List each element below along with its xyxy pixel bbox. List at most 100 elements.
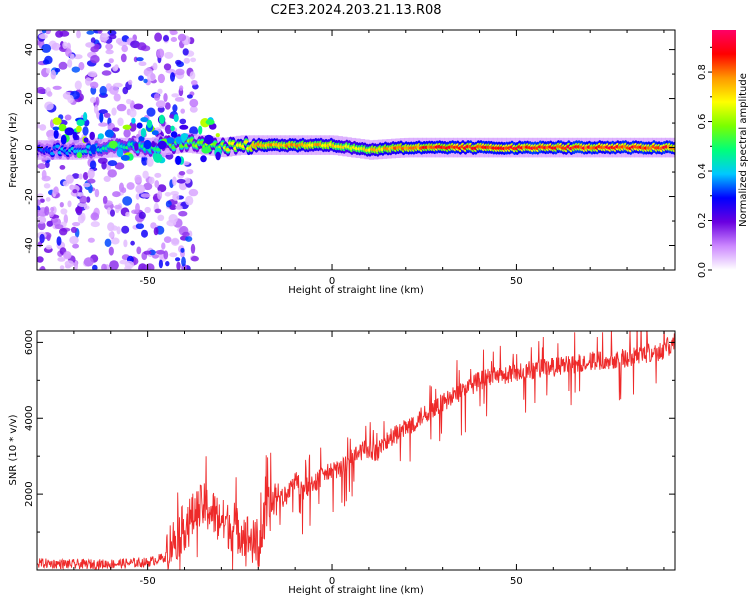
figure-title: C2E3.2024.203.21.13.R08 xyxy=(270,3,441,18)
spectrogram-scatter-cell xyxy=(59,165,66,170)
spectrogram-scatter-cell xyxy=(44,30,52,35)
spectrogram-marks xyxy=(37,30,675,270)
spectrogram-scatter-cell xyxy=(163,93,168,102)
spectrogram-scatter-cell xyxy=(179,118,187,125)
spectrogram-scatter-cell xyxy=(169,30,177,36)
spectrogram-scatter-cell xyxy=(41,43,52,53)
spectrogram-scatter-cell xyxy=(182,161,190,166)
spectrogram-scatter-cell xyxy=(69,236,79,245)
spectrogram-scatter-cell xyxy=(111,237,120,245)
spectrogram-scatter-cell xyxy=(38,33,48,40)
spectrogram-scatter-cell xyxy=(63,251,72,260)
spectrogram-scatter-cell xyxy=(165,261,170,267)
spectrogram-scatter-cell xyxy=(72,222,81,227)
spectrogram-scatter-cell xyxy=(128,79,133,85)
spectrogram-blob-cell xyxy=(175,155,182,165)
spectrogram-scatter-cell xyxy=(64,260,75,268)
spectrogram-scatter-cell xyxy=(60,208,68,215)
spectrogram-scatter-cell xyxy=(157,88,163,95)
spectrogram-scatter-cell xyxy=(176,261,181,270)
spectrogram-scatter-cell xyxy=(45,244,53,250)
spectrogram-scatter-cell xyxy=(175,68,185,76)
spectrogram-scatter-cell xyxy=(133,103,144,110)
snr-y-tick-label: 2000 xyxy=(24,481,35,506)
spectrogram-scatter-cell xyxy=(74,260,78,270)
spectrogram-scatter-cell xyxy=(112,191,121,198)
spectrogram-scatter-cell xyxy=(109,260,119,270)
spectrogram-scatter-cell xyxy=(97,30,103,34)
spectrogram-scatter-cell xyxy=(141,156,149,166)
spectrogram-x-label: Height of straight line (km) xyxy=(288,285,424,296)
spectrogram-scatter-cell xyxy=(169,114,175,119)
spectrogram-scatter-cell xyxy=(190,255,199,262)
spectrogram-scatter-cell xyxy=(67,95,74,104)
spectrogram-blob-cell xyxy=(150,142,156,148)
spectrogram-scatter-cell xyxy=(135,193,140,200)
snr-frame xyxy=(36,330,676,571)
spectrogram-scatter-cell xyxy=(85,42,95,48)
snr-ticks: -50 0 50 2000 4000 6000 xyxy=(24,330,675,587)
spectrogram-scatter-cell xyxy=(90,46,99,53)
spectrogram-scatter-cell xyxy=(153,93,161,101)
spectrogram-blob-cell xyxy=(158,114,165,125)
spectrogram-scatter-cell xyxy=(71,173,80,179)
spectrogram-scatter-cell xyxy=(83,172,89,180)
spectrogram-scatter-cell xyxy=(134,174,142,184)
spectrogram-scatter-cell xyxy=(111,225,118,231)
spectrogram-blob-cell xyxy=(76,125,82,133)
spectrogram-scatter-cell xyxy=(87,71,98,78)
colorbar-tick-label: 0.0 xyxy=(697,262,708,278)
spectrogram-scatter-cell xyxy=(117,117,124,127)
spectrogram-scatter-cell xyxy=(189,98,199,108)
spectrogram-scatter-cell xyxy=(90,221,100,228)
spectrogram-scatter-cell xyxy=(94,188,100,198)
spectrogram-scatter-cell xyxy=(129,121,137,132)
spectrogram-scatter-cell xyxy=(168,214,178,224)
spectrogram-scatter-cell xyxy=(65,48,72,57)
spectrogram-scatter-cell xyxy=(65,174,74,184)
spectrogram-blob-cell xyxy=(116,148,124,158)
spectrogram-scatter-cell xyxy=(72,243,79,249)
spectrogram-scatter-cell xyxy=(114,162,125,170)
spectrogram-scatter-cell xyxy=(78,173,83,180)
spectrogram-scatter-cell xyxy=(152,254,159,259)
spectrogram-scatter-cell xyxy=(136,57,144,62)
spectrogram-scatter-cell xyxy=(77,214,85,224)
spectrogram-scatter-cell xyxy=(169,204,177,210)
spectrogram-scatter-cell xyxy=(129,108,137,118)
spectrogram-y-tick-label: 40 xyxy=(24,43,35,56)
snr-panel: -50 0 50 2000 4000 6000 Height of straight li… xyxy=(8,330,676,596)
spectrogram-scatter-cell xyxy=(52,85,62,90)
spectrogram-scatter-cell xyxy=(90,212,100,221)
spectrogram-x-tick-label: 50 xyxy=(510,276,523,287)
spectrogram-scatter-cell xyxy=(182,48,189,56)
spectrogram-scatter-cell xyxy=(46,129,56,139)
colorbar-label: Normalized spectral amplitude xyxy=(738,73,749,227)
spectrogram-blob-cell xyxy=(146,119,153,128)
spectrogram-blob-cell xyxy=(151,130,159,136)
spectrogram-scatter-cell xyxy=(116,38,123,45)
spectrogram-scatter-cell xyxy=(101,70,112,76)
spectrogram-scatter-cell xyxy=(58,61,68,70)
spectrogram-scatter-cell xyxy=(50,69,57,80)
spectrogram-blob-cell xyxy=(215,151,221,161)
snr-series-line xyxy=(37,331,675,570)
spectrogram-blob-cell xyxy=(60,134,67,145)
spectrogram-scatter-cell xyxy=(123,239,128,248)
spectrogram-scatter-cell xyxy=(137,42,147,51)
spectrogram-blob-cell xyxy=(108,140,118,149)
snr-x-tick-label: 50 xyxy=(510,576,523,587)
spectrogram-scatter-cell xyxy=(172,176,177,186)
spectrogram-scatter-cell xyxy=(140,193,151,198)
spectrogram-scatter-cell xyxy=(37,256,44,263)
spectrogram-scatter-cell xyxy=(172,104,178,113)
spectrogram-scatter-cell xyxy=(190,243,196,254)
spectrogram-blob-cell xyxy=(64,127,75,136)
spectrogram-scatter-cell xyxy=(59,265,65,270)
spectrogram-blob-cell xyxy=(52,117,62,125)
spectrogram-scatter-cell xyxy=(152,62,158,71)
spectrogram-blob-cell xyxy=(76,119,85,127)
spectrogram-blob-cell xyxy=(138,136,145,142)
spectrogram-scatter-cell xyxy=(148,176,155,185)
